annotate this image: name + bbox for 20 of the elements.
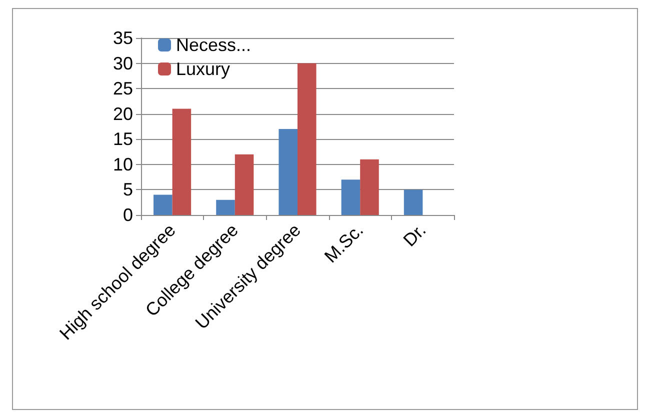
y-tick-label: 20 — [112, 104, 133, 124]
bar — [172, 108, 192, 215]
y-tick-label: 10 — [112, 154, 133, 174]
legend-label: Luxury — [176, 59, 230, 79]
legend-label: Necess... — [176, 35, 252, 55]
y-tick-label: 15 — [112, 129, 133, 150]
y-tick-label: 30 — [112, 53, 133, 74]
y-tick-label: 35 — [112, 28, 133, 48]
y-tick-label: 5 — [122, 180, 133, 200]
bar — [341, 180, 360, 215]
y-tick-label: 25 — [112, 78, 133, 99]
bar — [234, 154, 254, 215]
bar — [298, 63, 316, 215]
bar — [216, 200, 235, 215]
bar — [278, 129, 298, 215]
bar — [360, 159, 379, 215]
bar — [154, 194, 172, 215]
bar — [404, 190, 423, 215]
y-tick-label: 0 — [122, 205, 133, 225]
x-tick-label: Dr. — [399, 220, 430, 250]
